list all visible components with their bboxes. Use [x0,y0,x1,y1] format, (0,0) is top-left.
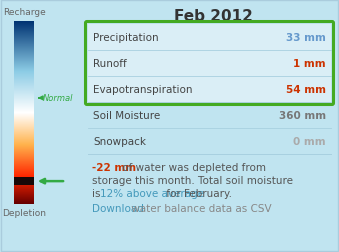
Text: Recharge: Recharge [3,8,45,17]
Text: 33 mm: 33 mm [286,33,326,43]
Text: Depletion: Depletion [2,208,46,217]
Text: Runoff: Runoff [93,59,127,69]
Text: storage this month. Total soil moisture: storage this month. Total soil moisture [92,175,293,185]
Text: 12% above average: 12% above average [100,188,204,198]
Text: Precipitation: Precipitation [93,33,159,43]
Text: Feb 2012: Feb 2012 [174,9,253,23]
Text: Evapotranspiration: Evapotranspiration [93,85,193,94]
Text: -22 mm: -22 mm [92,162,136,172]
Bar [88,129,331,154]
Bar [14,177,34,185]
Text: 0 mm: 0 mm [293,137,326,146]
Bar [88,103,331,129]
Text: Download: Download [92,203,144,213]
Bar [88,25,331,51]
Text: 1 mm: 1 mm [293,59,326,69]
Text: Snowpack: Snowpack [93,137,146,146]
Bar [88,77,331,103]
Text: Normal: Normal [43,94,74,103]
Text: for February.: for February. [163,188,232,198]
Text: 360 mm: 360 mm [279,111,326,120]
Text: of water was depleted from: of water was depleted from [119,162,266,172]
Text: water balance data as CSV: water balance data as CSV [128,203,272,213]
Text: Soil Moisture: Soil Moisture [93,111,160,120]
Text: 54 mm: 54 mm [286,85,326,94]
Text: is: is [92,188,104,198]
Bar [88,51,331,77]
